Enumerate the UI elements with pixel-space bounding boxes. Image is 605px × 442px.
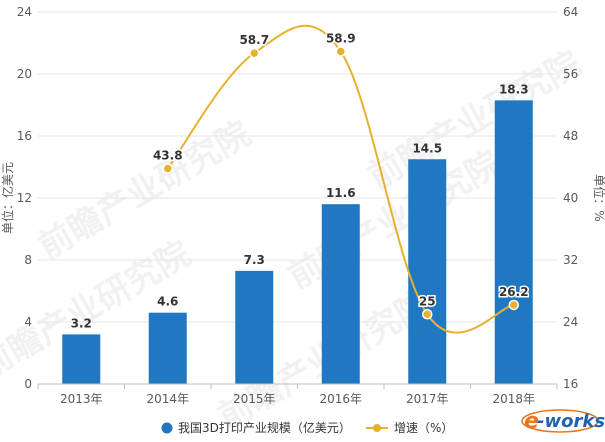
- y-left-axis-title: 单位：亿美元: [0, 162, 15, 234]
- bar: [408, 159, 447, 384]
- x-tick-label: 2016年: [319, 392, 362, 406]
- y-left-tick-label: 24: [17, 5, 32, 19]
- bar-data-label: 14.5: [412, 141, 442, 155]
- line-point: [335, 46, 346, 57]
- x-tick-label: 2017年: [406, 392, 449, 406]
- bar-data-label: 3.2: [71, 316, 92, 330]
- line-point: [162, 163, 173, 174]
- bar: [148, 312, 187, 384]
- logo-e-letter: e: [524, 409, 539, 434]
- line-data-label: 58.9: [326, 32, 356, 46]
- bar-series: 3.2 4.6 7.3 11.6 14.5 18.3: [62, 82, 533, 384]
- y-right-tick-label: 56: [563, 67, 578, 81]
- growth-line: [166, 24, 515, 334]
- y-left-tick-label: 16: [17, 129, 32, 143]
- x-tick-label: 2015年: [233, 392, 276, 406]
- bar: [62, 334, 101, 384]
- line-point: [508, 299, 519, 311]
- gridlines: [38, 11, 557, 323]
- line-series: 43.8 58.7 58.9 25 26.2: [151, 24, 530, 334]
- x-tick-label: 2014年: [146, 392, 189, 406]
- line-data-label: 25: [419, 294, 436, 308]
- logo-works-text: -works: [537, 411, 605, 432]
- line-data-label: 43.8: [153, 149, 183, 163]
- y-right-tick-label: 32: [563, 253, 578, 267]
- legend-line-label: 增速（%）: [394, 421, 453, 435]
- bar: [235, 270, 274, 384]
- line-point: [422, 309, 433, 320]
- legend-bar-label: 我国3D打印产业规模（亿美元）: [178, 420, 351, 435]
- bar: [494, 100, 533, 384]
- legend: 我国3D打印产业规模（亿美元） 增速（%）: [161, 420, 453, 435]
- y-left-tick-label: 8: [24, 253, 32, 267]
- y-right-tick-label: 16: [563, 377, 578, 391]
- e-works-logo: e-works: [521, 409, 605, 434]
- y-right-axis-title: 单位：%: [592, 174, 605, 221]
- y-left-tick-label: 20: [17, 67, 32, 81]
- line-data-label: 58.7: [239, 33, 269, 47]
- line-data-label: 26.2: [499, 285, 529, 299]
- bar: [321, 204, 360, 384]
- x-tick-label: 2013年: [60, 392, 103, 406]
- y-left-tick-label: 12: [17, 191, 32, 205]
- line-point: [249, 47, 260, 59]
- logo-swoosh: [521, 409, 599, 433]
- y-left-tick-label: 0: [24, 377, 32, 391]
- y-right-tick-label: 24: [563, 315, 578, 329]
- y-right-tick-label: 48: [563, 129, 578, 143]
- bar-data-label: 11.6: [326, 186, 356, 200]
- bar-data-label: 4.6: [157, 295, 178, 309]
- bar-data-label: 18.3: [499, 82, 529, 96]
- bar-data-label: 7.3: [244, 253, 265, 267]
- x-tick-label: 2018年: [492, 392, 535, 406]
- legend-bar-marker: [161, 422, 173, 434]
- y-left-tick-label: 4: [24, 315, 32, 329]
- legend-line-dot: [373, 424, 381, 432]
- y-right-tick-label: 64: [563, 5, 578, 19]
- watermark-text: 前瞻产业研究院: [31, 114, 257, 268]
- y-right-tick-label: 40: [563, 191, 578, 205]
